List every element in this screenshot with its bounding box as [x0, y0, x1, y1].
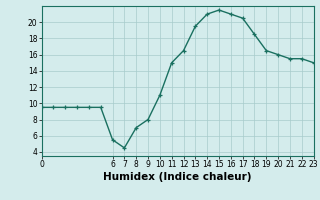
X-axis label: Humidex (Indice chaleur): Humidex (Indice chaleur) [103, 172, 252, 182]
